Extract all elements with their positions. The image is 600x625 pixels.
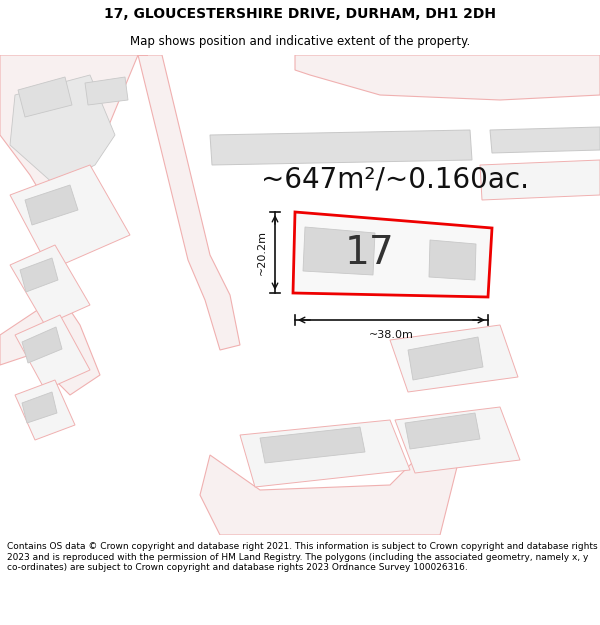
Text: 17: 17 xyxy=(345,234,395,272)
Polygon shape xyxy=(10,165,130,270)
Polygon shape xyxy=(0,295,100,395)
Polygon shape xyxy=(240,420,410,487)
Text: ~647m²/~0.160ac.: ~647m²/~0.160ac. xyxy=(261,166,529,194)
Polygon shape xyxy=(295,55,600,100)
Polygon shape xyxy=(10,75,115,185)
Polygon shape xyxy=(200,445,460,535)
Polygon shape xyxy=(0,55,148,225)
Polygon shape xyxy=(10,245,90,325)
Polygon shape xyxy=(490,127,600,153)
Polygon shape xyxy=(408,337,483,380)
Polygon shape xyxy=(303,227,375,275)
Polygon shape xyxy=(480,160,600,200)
Polygon shape xyxy=(390,325,518,392)
Polygon shape xyxy=(25,185,78,225)
Polygon shape xyxy=(85,77,128,105)
Polygon shape xyxy=(138,55,240,350)
Polygon shape xyxy=(20,258,58,292)
Polygon shape xyxy=(22,327,62,363)
Polygon shape xyxy=(260,427,365,463)
Text: 17, GLOUCESTERSHIRE DRIVE, DURHAM, DH1 2DH: 17, GLOUCESTERSHIRE DRIVE, DURHAM, DH1 2… xyxy=(104,7,496,21)
Text: ~20.2m: ~20.2m xyxy=(257,230,267,275)
Text: ~38.0m: ~38.0m xyxy=(369,330,414,340)
Polygon shape xyxy=(15,380,75,440)
Text: Contains OS data © Crown copyright and database right 2021. This information is : Contains OS data © Crown copyright and d… xyxy=(7,542,598,572)
Polygon shape xyxy=(210,130,472,165)
Polygon shape xyxy=(429,240,476,280)
Polygon shape xyxy=(15,315,90,390)
Text: Map shows position and indicative extent of the property.: Map shows position and indicative extent… xyxy=(130,35,470,48)
Polygon shape xyxy=(18,77,72,117)
Polygon shape xyxy=(395,407,520,473)
Polygon shape xyxy=(293,212,492,297)
Polygon shape xyxy=(22,392,57,423)
Polygon shape xyxy=(405,413,480,449)
